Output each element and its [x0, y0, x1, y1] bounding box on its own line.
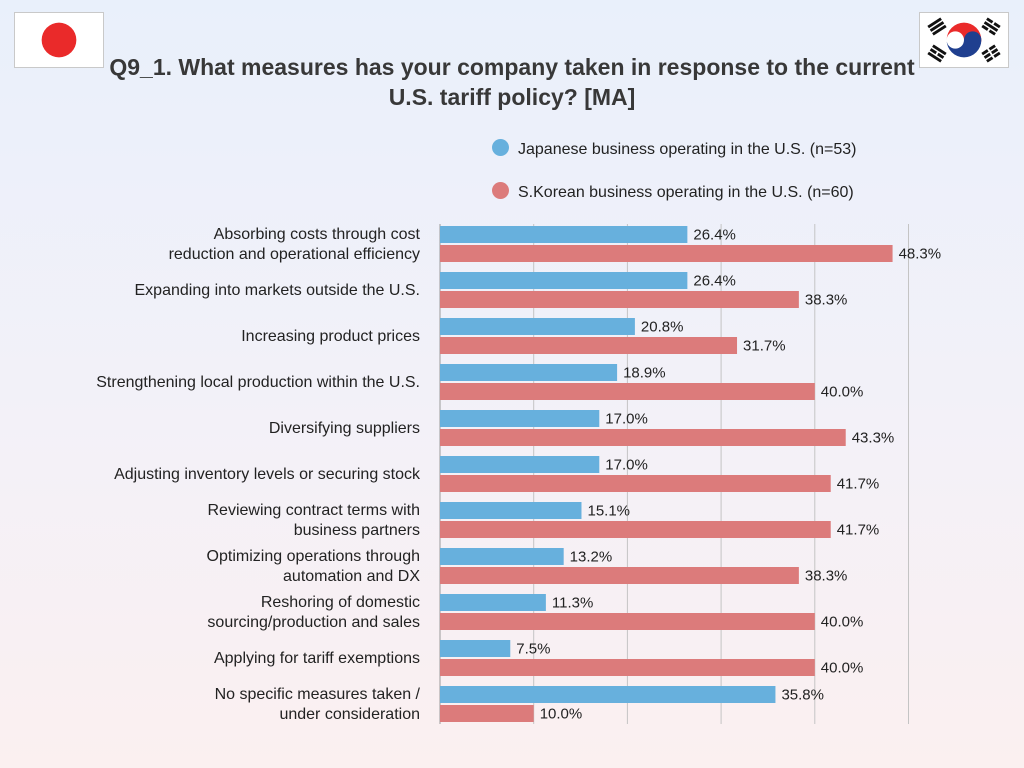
category-label: Adjusting inventory levels or securing s…: [114, 466, 421, 483]
legend-swatch-japan: [492, 139, 509, 157]
bar-korea: [440, 567, 799, 584]
value-label-japan: 35.8%: [781, 687, 824, 704]
category-label: Applying for tariff exemptions: [214, 650, 420, 667]
bar-korea: [440, 705, 534, 722]
category-label: No specific measures taken /: [215, 686, 421, 703]
bar-japan: [440, 686, 776, 703]
bar-korea: [440, 245, 893, 262]
value-label-japan: 7.5%: [516, 641, 550, 658]
bar-korea: [440, 475, 831, 492]
category-label: Increasing product prices: [241, 328, 420, 345]
category-label: Diversifying suppliers: [269, 420, 420, 437]
value-label-korea: 48.3%: [899, 246, 942, 263]
category-label: automation and DX: [283, 568, 420, 585]
value-label-japan: 26.4%: [693, 273, 736, 290]
category-label: Expanding into markets outside the U.S.: [135, 282, 421, 299]
value-label-japan: 15.1%: [587, 503, 630, 520]
bar-japan: [440, 548, 564, 565]
value-label-korea: 31.7%: [743, 338, 786, 355]
bar-japan: [440, 272, 688, 289]
value-label-korea: 41.7%: [837, 476, 880, 493]
bar-korea: [440, 291, 799, 308]
category-label: business partners: [294, 522, 420, 539]
value-label-japan: 11.3%: [552, 595, 593, 612]
category-label: reduction and operational efficiency: [169, 246, 420, 263]
value-label-korea: 40.0%: [821, 660, 864, 677]
bar-japan: [440, 640, 511, 657]
bar-japan: [440, 226, 688, 243]
flag-red-disc: [41, 22, 77, 58]
taegeuk-symbol: [946, 22, 982, 58]
chart-title: Q9_1. What measures has your company tak…: [109, 54, 915, 110]
bar-japan: [440, 318, 635, 335]
bar-korea: [440, 429, 846, 446]
bar-japan: [440, 410, 600, 427]
value-label-japan: 17.0%: [605, 457, 648, 474]
value-label-korea: 40.0%: [821, 614, 864, 631]
bar-japan: [440, 502, 582, 519]
legend-label-japan: Japanese business operating in the U.S. …: [518, 141, 857, 158]
value-label-korea: 41.7%: [837, 522, 880, 539]
value-label-korea: 38.3%: [805, 292, 848, 309]
bar-korea: [440, 613, 815, 630]
bar-korea: [440, 337, 738, 354]
bar-korea: [440, 521, 831, 538]
value-label-japan: 26.4%: [693, 227, 736, 244]
value-label-korea: 10.0%: [540, 706, 583, 723]
value-label-korea: 43.3%: [852, 430, 895, 447]
category-label: Reshoring of domestic: [261, 594, 420, 611]
legend-label-korea: S.Korean business operating in the U.S. …: [518, 184, 854, 201]
bar-korea: [440, 659, 815, 676]
japan-flag-icon: [14, 12, 104, 68]
south-korea-flag-icon: [919, 12, 1009, 68]
bar-japan: [440, 456, 600, 473]
bar-japan: [440, 364, 618, 381]
value-label-korea: 38.3%: [805, 568, 848, 585]
category-label: Optimizing operations through: [207, 548, 420, 565]
value-label-korea: 40.0%: [821, 384, 864, 401]
legend-swatch-korea: [492, 182, 509, 200]
value-label-japan: 17.0%: [605, 411, 648, 428]
value-label-japan: 13.2%: [570, 549, 613, 566]
category-label: Absorbing costs through cost: [214, 226, 421, 243]
category-label: Reviewing contract terms with: [207, 502, 420, 519]
legend-item-japan: Japanese business operating in the U.S. …: [492, 139, 857, 160]
value-label-japan: 18.9%: [623, 365, 666, 382]
legend-item-korea: S.Korean business operating in the U.S. …: [492, 182, 854, 203]
bar-japan: [440, 594, 546, 611]
trigram-marks: [927, 17, 1001, 63]
category-label: Strengthening local production within th…: [96, 374, 420, 391]
category-label: under consideration: [279, 706, 420, 723]
value-label-japan: 20.8%: [641, 319, 684, 336]
bar-korea: [440, 383, 815, 400]
category-label: sourcing/production and sales: [207, 614, 420, 631]
